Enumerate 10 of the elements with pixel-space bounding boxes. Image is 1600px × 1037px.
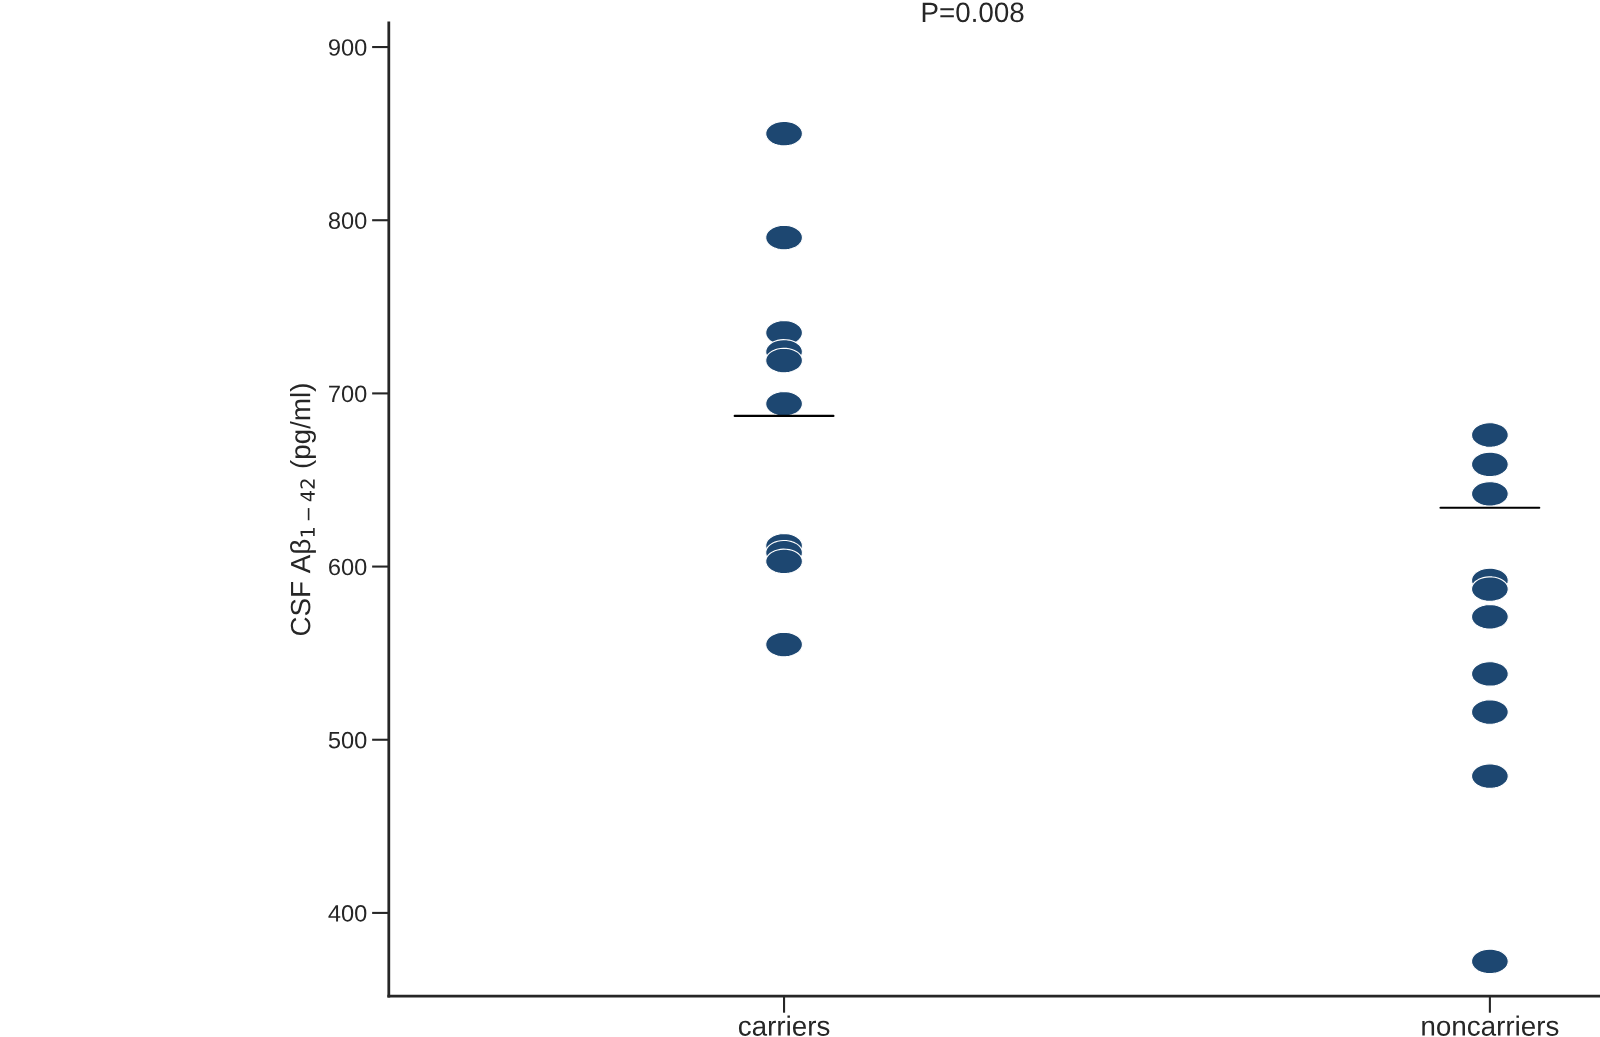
y-tick-label: 800 — [328, 212, 367, 230]
y-axis-title: CSF Aβ$_{1−42}$ (pg/ml) — [290, 384, 316, 636]
y-tick-label: 600 — [329, 558, 367, 576]
x-tick-label: noncarriers — [1422, 1015, 1559, 1036]
text: P=0.008 — [922, 2, 1024, 23]
y-tick-label: 400 — [328, 904, 367, 922]
y-tick-label: 700 — [329, 385, 367, 403]
y-tick-label: 900 — [328, 39, 367, 56]
y-tick-label: 500 — [328, 731, 367, 749]
x-tick-label: carriers — [738, 1015, 830, 1036]
